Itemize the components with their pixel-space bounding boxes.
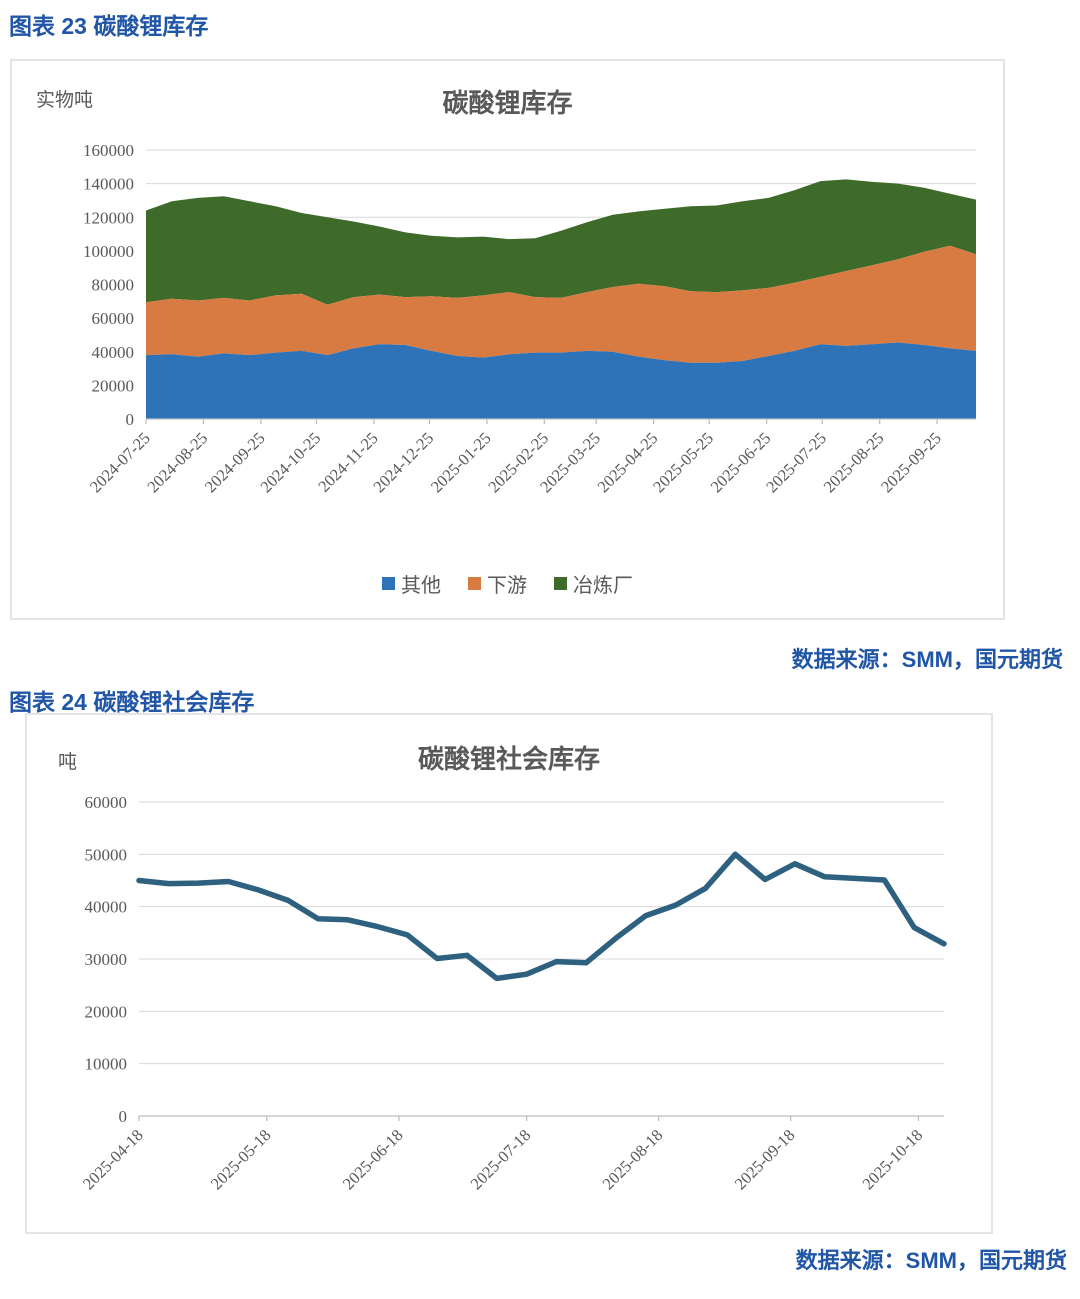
svg-text:2025-01-25: 2025-01-25: [427, 428, 495, 496]
svg-text:2025-05-18: 2025-05-18: [207, 1125, 275, 1193]
legend-label-downstream: 下游: [487, 575, 527, 597]
svg-text:160000: 160000: [83, 141, 134, 160]
svg-text:120000: 120000: [83, 208, 134, 227]
svg-text:0: 0: [126, 410, 135, 429]
svg-text:30000: 30000: [85, 950, 128, 969]
data-source-line-2: 数据来源：SMM，国元期货: [795, 1248, 1067, 1273]
svg-text:10000: 10000: [85, 1055, 128, 1074]
svg-text:2025-08-25: 2025-08-25: [820, 428, 888, 496]
chart-24-title: 碳酸锂社会库存: [417, 745, 600, 774]
svg-text:50000: 50000: [85, 845, 128, 864]
svg-text:60000: 60000: [92, 309, 135, 328]
svg-text:2025-09-18: 2025-09-18: [731, 1125, 799, 1193]
svg-text:2024-12-25: 2024-12-25: [369, 428, 437, 496]
svg-text:2024-07-25: 2024-07-25: [86, 428, 154, 496]
svg-text:40000: 40000: [85, 898, 128, 917]
svg-text:2025-08-18: 2025-08-18: [599, 1125, 667, 1193]
chart-23-legend: 其他 下游 冶炼厂: [12, 569, 1003, 598]
legend-item-other: 其他: [382, 569, 441, 598]
svg-text:2024-10-25: 2024-10-25: [256, 428, 324, 496]
svg-text:2025-10-18: 2025-10-18: [858, 1125, 926, 1193]
legend-label-smelter: 冶炼厂: [573, 575, 633, 597]
chart-24-panel: 0 10000 20000 30000 40000 50000 60000 2025-04-1…: [25, 713, 993, 1234]
chart-23-unit-label: 实物吨: [36, 90, 94, 111]
chart-23-panel: 0 20000 40000 60000 80000 100000 120000 140000 1…: [10, 59, 1005, 620]
legend-swatch-other-icon: [382, 577, 395, 590]
chart-24-canvas: 0 10000 20000 30000 40000 50000 60000 2025-04-1…: [79, 793, 947, 1193]
legend-swatch-downstream-icon: [468, 577, 481, 590]
chart-24-unit-label: 吨: [58, 752, 78, 773]
svg-text:2025-09-25: 2025-09-25: [877, 428, 945, 496]
data-source-line-1: 数据来源：SMM，国元期货: [791, 647, 1063, 672]
legend-label-other: 其他: [401, 575, 441, 597]
legend-item-smelter: 冶炼厂: [554, 569, 633, 598]
svg-text:20000: 20000: [92, 376, 135, 395]
legend-item-downstream: 下游: [468, 569, 527, 598]
svg-text:2024-08-25: 2024-08-25: [143, 428, 211, 496]
legend-swatch-smelter-icon: [554, 577, 567, 590]
chart-23-canvas: 0 20000 40000 60000 80000 100000 120000 140000 1…: [83, 141, 976, 496]
svg-text:100000: 100000: [83, 242, 134, 261]
chart-23-title: 碳酸锂库存: [442, 89, 573, 118]
svg-text:2025-05-25: 2025-05-25: [649, 428, 717, 496]
svg-text:20000: 20000: [85, 1002, 128, 1021]
svg-text:140000: 140000: [83, 175, 134, 194]
svg-text:40000: 40000: [92, 343, 135, 362]
svg-text:2025-07-18: 2025-07-18: [467, 1125, 535, 1193]
figure-24-heading: 图表 24 碳酸锂社会库存: [9, 689, 255, 715]
svg-text:80000: 80000: [92, 276, 135, 295]
svg-text:2025-07-25: 2025-07-25: [762, 428, 830, 496]
svg-text:0: 0: [119, 1107, 128, 1126]
svg-text:60000: 60000: [85, 793, 128, 812]
figure-23-heading: 图表 23 碳酸锂库存: [9, 13, 209, 39]
svg-text:2025-06-18: 2025-06-18: [339, 1125, 407, 1193]
svg-text:2025-04-18: 2025-04-18: [79, 1125, 147, 1193]
